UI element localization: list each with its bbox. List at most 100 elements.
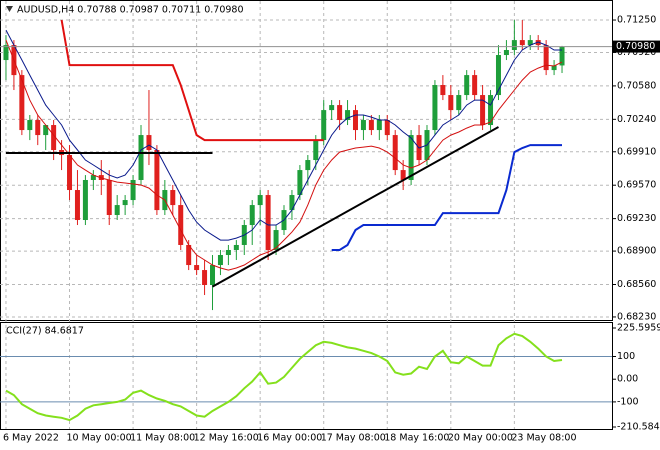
- candle-body: [440, 85, 446, 96]
- candle-body: [456, 95, 462, 111]
- y-tick-label: 0.00: [617, 374, 638, 385]
- candle-body: [360, 120, 366, 131]
- candle-body: [138, 135, 144, 180]
- price-panel: [0, 0, 613, 321]
- candle-body: [408, 135, 414, 180]
- last-price-box: [613, 40, 660, 53]
- candle-body: [297, 170, 303, 196]
- candle-body: [289, 195, 295, 211]
- candle-body: [210, 265, 216, 285]
- cci-title: CCI(27) 84.6817: [6, 326, 84, 337]
- candle-body: [480, 95, 486, 126]
- indicator-line: [5, 39, 563, 271]
- candle-body: [392, 135, 398, 171]
- x-tick-label: 16 May 00:00: [257, 433, 322, 444]
- x-tick-label: 6 May 2022: [3, 433, 59, 444]
- candle-body: [122, 200, 128, 206]
- candle-body: [265, 195, 271, 250]
- x-tick-label: 23 May 08:00: [511, 433, 576, 444]
- x-tick-label: 20 May 00:00: [448, 433, 513, 444]
- y-tick-label: -210.5844: [617, 422, 660, 433]
- x-tick-label: 17 May 08:00: [321, 433, 386, 444]
- candle-body: [27, 120, 33, 131]
- candle-body: [368, 120, 374, 131]
- candle-body: [337, 105, 343, 121]
- indicator-line: [60, 19, 324, 142]
- candle-body: [384, 120, 390, 136]
- candle-body: [67, 155, 73, 191]
- candle-body: [146, 135, 152, 151]
- candle-body: [464, 75, 470, 96]
- candle-body: [186, 244, 192, 266]
- title-icon: [6, 6, 13, 12]
- y-tick-label: 0.68560: [617, 279, 656, 290]
- candle-body: [225, 249, 231, 256]
- x-tick-label: 12 May 16:00: [194, 433, 259, 444]
- y-tick-label: 0.70580: [617, 80, 656, 91]
- candle-body: [551, 65, 557, 71]
- candle-body: [3, 45, 9, 61]
- candle-body: [19, 75, 25, 131]
- candle-body: [503, 50, 509, 56]
- candle-body: [233, 244, 239, 250]
- candle-body: [170, 190, 176, 206]
- candle-body: [488, 95, 494, 126]
- candle-body: [559, 46, 565, 66]
- candle-body: [194, 265, 200, 271]
- y-tick-label: 0.69230: [617, 213, 656, 224]
- y-tick-label: -100: [617, 396, 639, 407]
- candle-body: [130, 179, 136, 201]
- candle-body: [273, 230, 279, 250]
- candle-body: [448, 95, 454, 111]
- candle-body: [432, 85, 438, 131]
- chart-title: AUDUSD,H4 0.70788 0.70987 0.70711 0.7098…: [17, 5, 244, 16]
- candle-body: [400, 170, 406, 180]
- y-tick-label: 0.70240: [617, 114, 656, 125]
- candle-body: [154, 150, 160, 211]
- candle-body: [352, 110, 358, 131]
- last-price-label: 0.70980: [616, 41, 655, 52]
- indicator-line: [5, 29, 562, 241]
- candle-body: [305, 160, 311, 171]
- candle-body: [43, 125, 49, 136]
- candle-body: [257, 195, 263, 206]
- candle-body: [495, 55, 501, 96]
- candle-body: [527, 40, 533, 46]
- indicator-line: [331, 144, 562, 251]
- candle-body: [376, 120, 382, 131]
- candle-body: [90, 175, 96, 180]
- y-tick-label: 0.68230: [617, 311, 656, 322]
- candle-body: [51, 125, 57, 151]
- candle-body: [511, 40, 517, 51]
- candle-body: [345, 110, 351, 121]
- y-tick-label: 0.69910: [617, 146, 656, 157]
- candle-body: [313, 140, 319, 161]
- candle-body: [74, 190, 80, 221]
- candle-body: [202, 270, 208, 285]
- y-tick-label: 100: [617, 351, 635, 362]
- candle-body: [543, 45, 549, 71]
- candle-body: [249, 205, 255, 226]
- candle-body: [535, 40, 541, 46]
- y-tick-label: 0.71250: [617, 15, 656, 26]
- candle-body: [114, 205, 120, 215]
- candle-body: [106, 179, 112, 215]
- candle-body: [472, 75, 478, 96]
- y-tick-label: 0.69570: [617, 180, 656, 191]
- x-tick-label: 11 May 08:00: [130, 433, 195, 444]
- y-tick-label: 225.5959: [617, 323, 660, 334]
- x-tick-label: 10 May 00:00: [67, 433, 132, 444]
- candle-body: [178, 205, 184, 245]
- trendline: [212, 126, 499, 288]
- candle-body: [321, 110, 327, 141]
- y-tick-label: 0.68900: [617, 246, 656, 257]
- candle-body: [217, 255, 223, 266]
- candle-body: [519, 40, 525, 46]
- candle-body: [82, 179, 88, 221]
- cci-panel: [0, 322, 613, 430]
- cci-line: [5, 332, 563, 422]
- x-tick-label: 18 May 16:00: [384, 433, 449, 444]
- candle-body: [35, 120, 41, 136]
